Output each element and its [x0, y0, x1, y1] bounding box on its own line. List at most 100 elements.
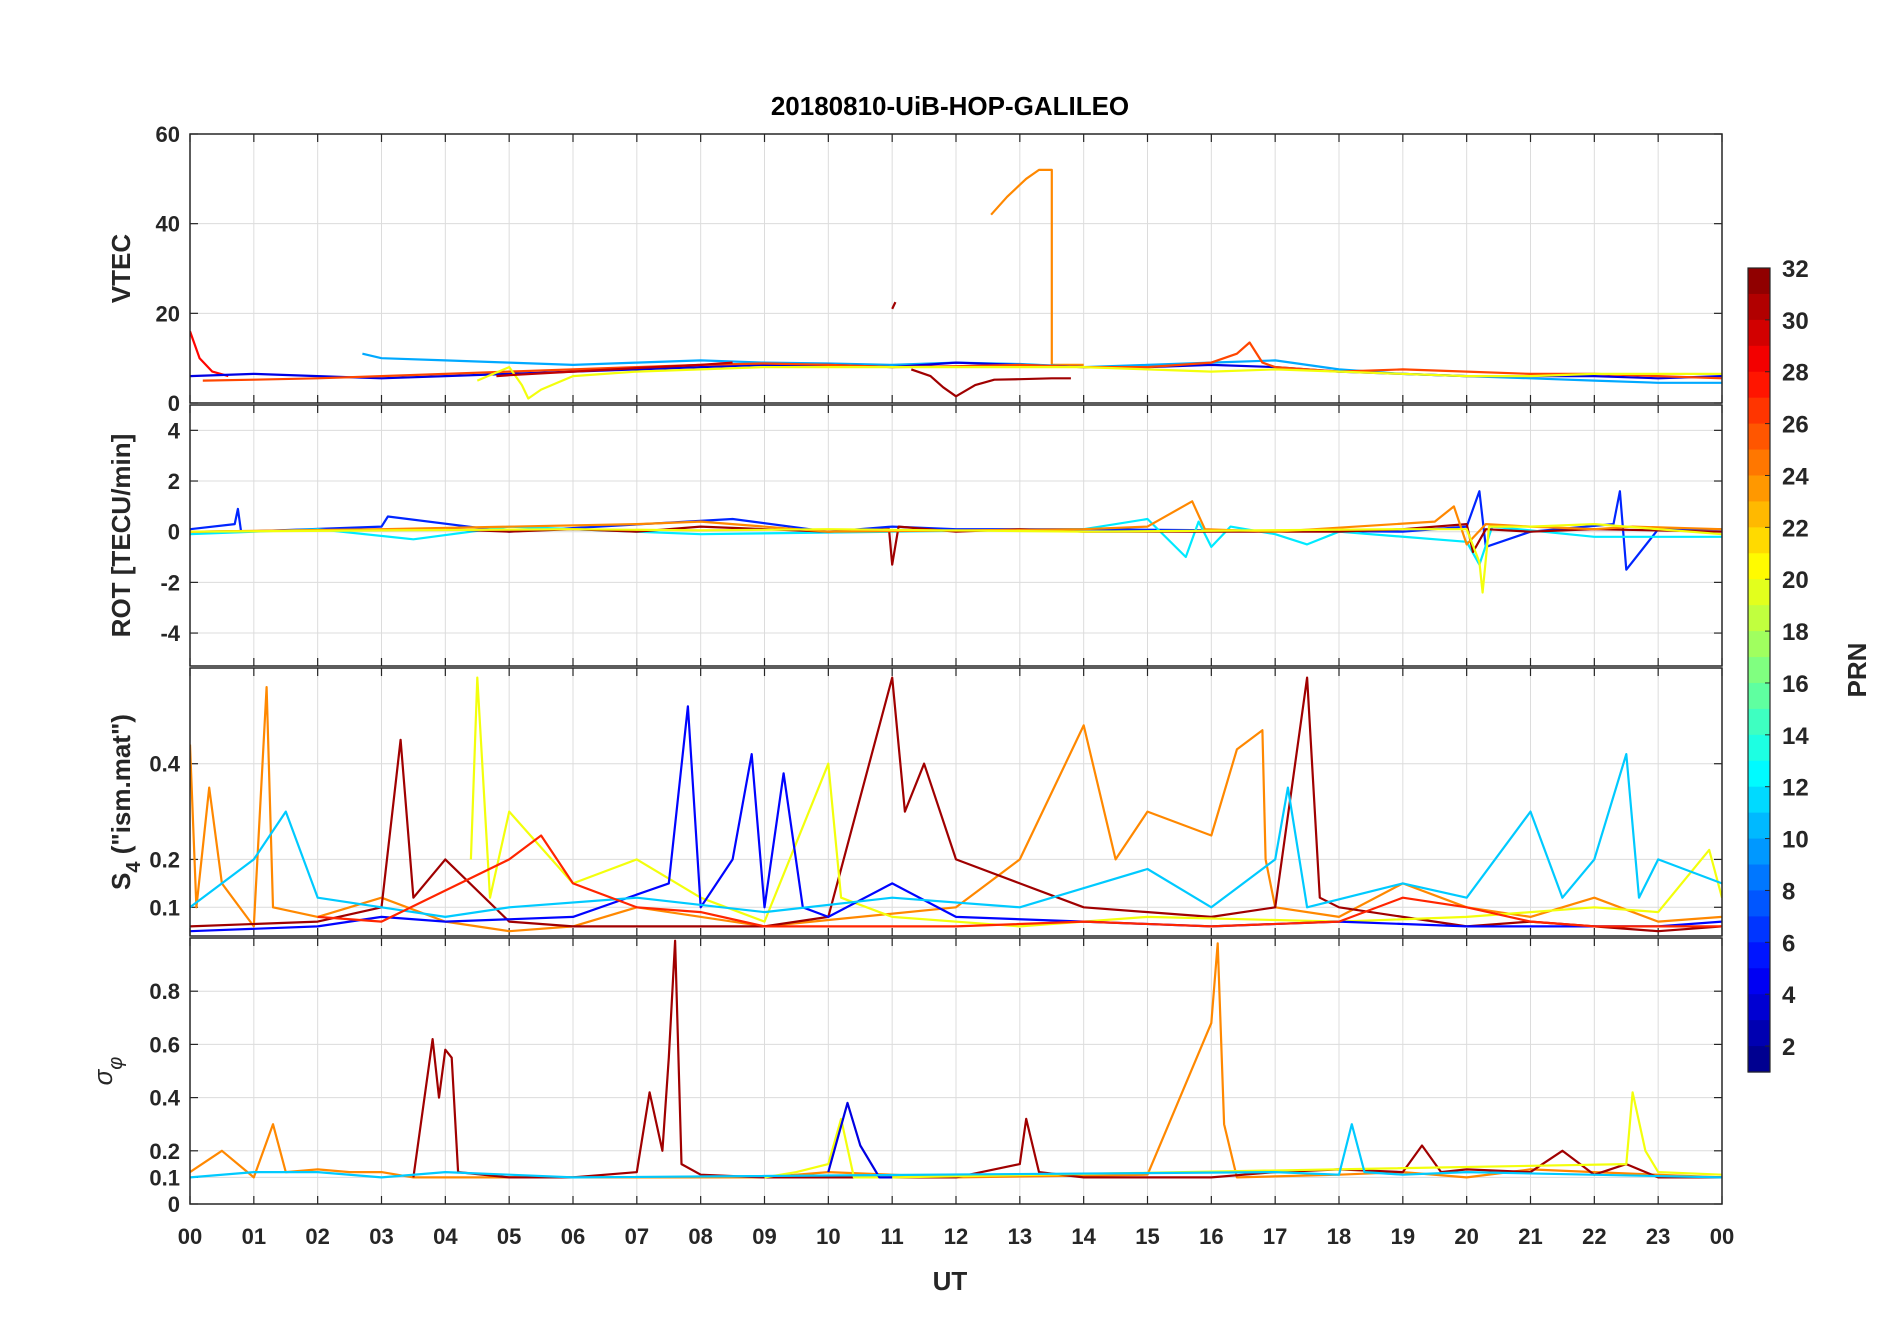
colorbar-tick-label: 12 [1782, 775, 1809, 802]
x-tick-label: 17 [1263, 1224, 1287, 1249]
y-tick-label: 60 [156, 122, 180, 147]
x-tick-label: 10 [816, 1224, 840, 1249]
x-tick-label: 18 [1327, 1224, 1351, 1249]
colorbar-tick-label: 28 [1782, 360, 1809, 387]
colorbar-swatch [1748, 371, 1770, 399]
colorbar-label: PRN [1842, 643, 1872, 698]
y-tick-label: 0 [168, 520, 180, 545]
y-axis-label: σφ [88, 1057, 127, 1086]
x-tick-label: 14 [1071, 1224, 1096, 1249]
colorbar-swatch [1748, 786, 1770, 814]
x-tick-labels: 00 01 02 03 04 05 06 07 08 09 10 11 12 13 14 15 16 17 18 19… [178, 1224, 1734, 1249]
colorbar-tick-label: 6 [1782, 930, 1795, 957]
series-line-prn-12 [190, 517, 1722, 566]
series-line-prn-4 [827, 1101, 893, 1179]
series-line-prn-5 [190, 705, 1722, 933]
x-tick-label: 11 [881, 1224, 904, 1249]
series-group [190, 939, 1722, 1179]
y-axis-label-main: S [106, 873, 136, 890]
series-line-prn-20 [469, 676, 1722, 928]
series-line-prn-30 [496, 361, 733, 378]
colorbar-tick-label: 8 [1782, 878, 1795, 905]
x-tick-label: 13 [1008, 1224, 1032, 1249]
colorbar-swatch [1748, 527, 1770, 554]
x-tick-label: 02 [305, 1224, 329, 1249]
colorbar-tick-label: 20 [1782, 567, 1809, 594]
series-line-prn-20 [190, 522, 1722, 594]
colorbar-tick-label: 16 [1782, 671, 1809, 698]
series-group [190, 168, 1722, 400]
x-tick-label: 00 [1710, 1224, 1734, 1249]
chart-title: 20180810-UiB-HOP-GALILEO [771, 91, 1129, 121]
colorbar-swatch [1748, 397, 1770, 425]
series-line-prn-31 [190, 676, 1722, 933]
y-axis-label-main: σ [88, 1068, 118, 1085]
panel-rot: -4 -2 0 2 4 ROT [TECU/min] [106, 404, 1723, 667]
colorbar-swatch [1748, 631, 1770, 658]
series-line-prn-27 [317, 834, 1722, 928]
colorbar-tick-label: 22 [1782, 515, 1809, 542]
y-tick-label: 0.4 [149, 1086, 180, 1111]
colorbar-swatch [1748, 501, 1770, 528]
axes-frame [189, 404, 1723, 667]
y-tick-label: 0 [168, 391, 180, 416]
colorbar-swatch [1748, 760, 1770, 788]
colorbar-swatch [1748, 968, 1770, 995]
x-tick-label: 05 [497, 1224, 521, 1249]
colorbar-swatch [1748, 1020, 1770, 1047]
colorbar-swatch [1748, 1046, 1770, 1073]
colorbar-swatch [1748, 293, 1770, 321]
colorbar-tick-label: 2 [1782, 1034, 1795, 1061]
y-axis-label: VTEC [106, 234, 136, 304]
x-tick-label: 16 [1199, 1224, 1223, 1249]
y-tick-label: 40 [156, 212, 180, 237]
colorbar-swatch [1748, 553, 1770, 580]
x-tick-label: 04 [433, 1224, 458, 1249]
x-tick-label: 00 [178, 1224, 202, 1249]
x-tick-label: 22 [1582, 1224, 1606, 1249]
colorbar-swatch [1748, 682, 1770, 710]
y-axis-label-rest: ("ism.mat") [106, 714, 136, 861]
y-tick-label: 0.8 [149, 979, 180, 1004]
x-tick-label: 23 [1646, 1224, 1670, 1249]
series-line-prn-31 [891, 301, 897, 310]
y-tick-label: 0.2 [149, 847, 180, 872]
colorbar-swatch [1748, 475, 1770, 503]
series-line-prn-31 [910, 368, 1071, 398]
axes-frame [189, 937, 1723, 1205]
colorbar-swatch [1748, 994, 1770, 1021]
colorbar-swatch [1748, 605, 1770, 632]
colorbar-swatch [1748, 657, 1770, 684]
colorbar-tick-label: 30 [1782, 308, 1809, 335]
colorbar-tick-label: 32 [1782, 256, 1809, 283]
colorbar-swatch [1748, 449, 1770, 477]
series-group [190, 676, 1722, 933]
colorbar-tick-label: 4 [1782, 982, 1796, 1009]
colorbar-swatch [1748, 579, 1770, 606]
y-axis-label: ROT [TECU/min] [106, 434, 136, 638]
x-tick-label: 15 [1135, 1224, 1159, 1249]
y-tick-label: 4 [168, 418, 181, 443]
x-tick-label: 09 [752, 1224, 776, 1249]
y-axis-label: S4 ("ism.mat") [106, 714, 145, 890]
x-tick-label: 03 [369, 1224, 393, 1249]
y-tick-label: 0 [168, 1192, 180, 1217]
series-line-prn-11 [190, 752, 1722, 919]
colorbar-swatch [1748, 890, 1770, 917]
colorbar-swatch [1748, 838, 1770, 866]
y-tick-label: 0.6 [149, 1032, 180, 1057]
x-tick-label: 01 [242, 1224, 266, 1249]
colorbar-swatch [1748, 423, 1770, 451]
x-tick-label: 08 [688, 1224, 712, 1249]
colorbar-tick-label: 14 [1782, 723, 1809, 750]
x-tick-label: 20 [1454, 1224, 1478, 1249]
colorbar-tick-label: 26 [1782, 412, 1809, 439]
x-axis-label: UT [933, 1266, 968, 1296]
series-line-prn-11 [190, 1123, 1722, 1179]
x-tick-label: 12 [944, 1224, 968, 1249]
y-tick-label: 0.4 [149, 752, 180, 777]
y-tick-label: 0.2 [149, 1139, 180, 1164]
y-tick-label: 20 [156, 301, 180, 326]
